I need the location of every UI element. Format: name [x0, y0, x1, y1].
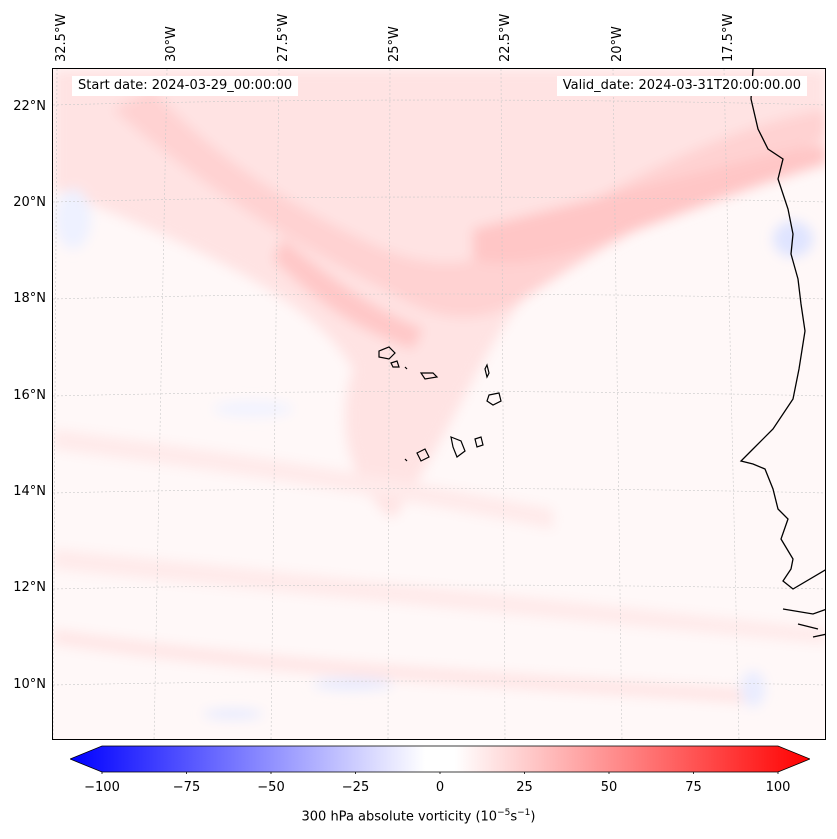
graticule [53, 69, 825, 739]
lat-label-14n: 14°N [13, 484, 46, 499]
colorbar-ticks [101, 772, 779, 774]
lat-label-18n: 18°N [13, 291, 46, 306]
lon-label-20w: 20°W [610, 26, 625, 62]
colorbar-tick-label: 50 [600, 780, 618, 795]
cape-verde-islands [378, 346, 502, 462]
lon-label-32-5w: 32.5°W [54, 13, 69, 62]
colorbar-tick-label: −100 [84, 780, 120, 795]
colorbar-tick-label: −25 [341, 780, 370, 795]
africa-coastline [739, 69, 825, 638]
lat-label-20n: 20°N [13, 195, 46, 210]
colorbar-tick-label: 100 [765, 780, 791, 795]
lat-label-10n: 10°N [13, 677, 46, 692]
colorbar [70, 745, 810, 774]
lon-label-22-5w: 22.5°W [498, 13, 513, 62]
valid-date-label: Valid_date: 2024-03-31T20:00:00.00 [556, 76, 807, 96]
colorbar-tick-label: 75 [685, 780, 702, 795]
colorbar-title: 300 hPa absolute vorticity (10−5s−1) [301, 808, 536, 825]
lon-label-17-5w: 17.5°W [721, 13, 736, 62]
lat-label-22n: 22°N [13, 99, 46, 114]
colorbar-tick-label: 25 [516, 780, 533, 795]
colorbar-tick-label: −75 [172, 780, 201, 795]
colorbar-tick-label: −50 [257, 780, 285, 795]
map-panel [52, 68, 826, 740]
lon-label-25w: 25°W [387, 26, 402, 62]
lat-label-12n: 12°N [13, 580, 46, 595]
lon-label-30w: 30°W [164, 26, 179, 62]
lon-label-27-5w: 27.5°W [276, 13, 291, 62]
vorticity-field [53, 69, 825, 739]
start-date-label: Start date: 2024-03-29_00:00:00 [72, 76, 299, 96]
lat-label-16n: 16°N [13, 388, 46, 403]
colorbar-tick-label: 0 [435, 780, 445, 795]
